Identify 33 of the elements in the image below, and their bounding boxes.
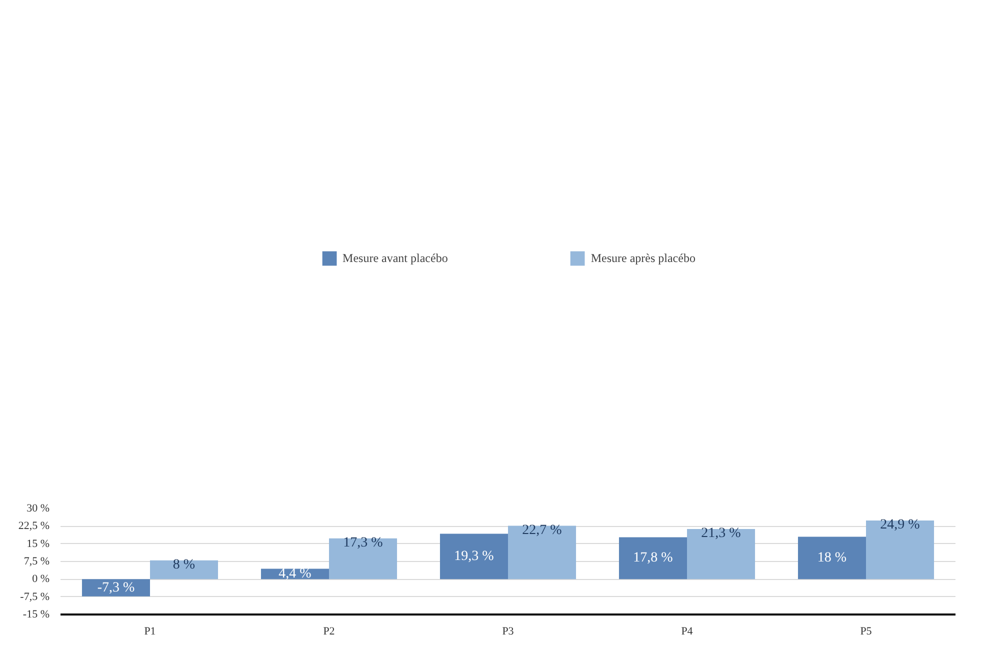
bar [82,579,150,596]
y-tick-label: 0 % [32,573,50,586]
bar [798,536,866,580]
data-label: -7,3 % [97,580,135,596]
y-tick-label: 30 % [26,502,50,514]
data-label: 8 % [172,558,196,573]
bar [687,528,756,580]
x-tick-label: P4 [681,626,694,638]
x-tick-label: P2 [323,626,335,638]
y-tick-label: 15 % [26,538,50,550]
bar [329,538,398,580]
x-tick-label: P3 [502,626,514,638]
bar [618,537,687,580]
data-label: 4,4 % [278,566,312,582]
y-tick-label: 7,5 % [24,556,50,568]
data-label: 17,3 % [343,536,384,551]
bar [866,520,934,580]
y-tick-label: -15 % [22,608,50,620]
y-tick-label: 22,5 % [18,520,50,532]
data-label: 21,3 % [701,526,742,542]
data-label: 24,9 % [880,518,920,533]
data-label: 22,7 % [522,522,562,538]
legend-label: Mesure avant placébo [342,250,448,266]
data-label: 18 % [817,550,847,566]
data-label: 19,3 % [454,548,494,564]
bar [150,560,218,580]
data-label: 17,8 % [633,550,674,566]
x-tick-label: P5 [860,626,872,638]
x-tick-label: P1 [144,626,156,638]
legend-label: Mesure après placébo [590,250,696,266]
bar [440,534,508,580]
y-tick-label: -7,5 % [20,590,50,603]
bar [508,526,576,580]
